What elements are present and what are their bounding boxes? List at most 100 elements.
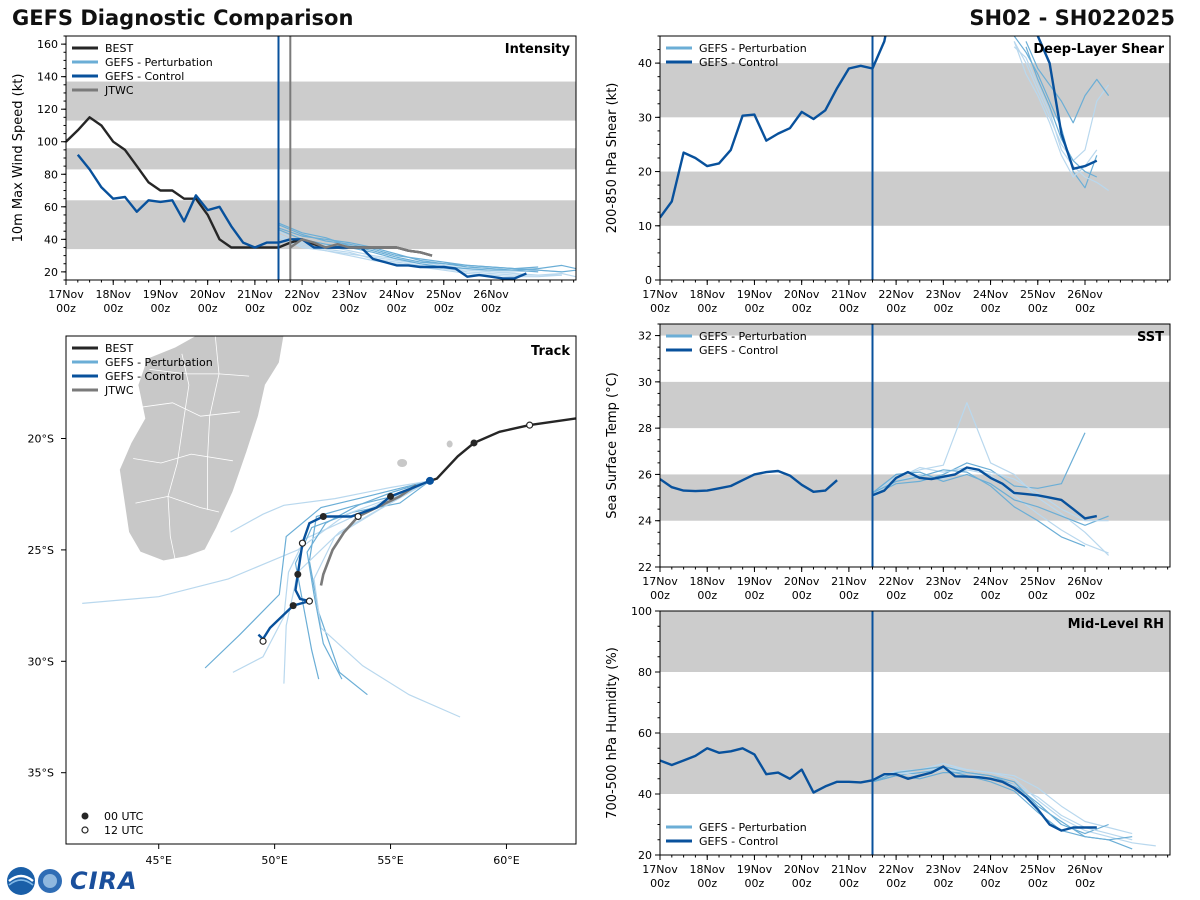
x-tick-label: 20Nov [190,288,226,301]
chart-track: 45°E 50°E 55°E 60°E 20°S 25°S 30°S 35°S Track BES… [28,335,577,867]
shaded-band [660,171,1170,226]
y-axis-label: 10m Max Wind Speed (kt) [11,74,26,243]
x-tick-label: 26Nov [1067,288,1103,301]
legend-label: GEFS - Control [699,835,778,848]
shaded-band [66,81,576,121]
perturbation-track [308,480,431,696]
track-point-12utc [526,421,534,429]
perturbation-line [278,229,539,273]
lat-tick-label: 30°S [28,655,54,668]
x-tick-label: 25Nov [1020,863,1056,876]
x-tick-label: 25Nov [1020,288,1056,301]
x-tick-label: 26Nov [1067,575,1103,588]
x-tick-label: 23Nov [926,288,962,301]
legend-label: GEFS - Perturbation [699,821,807,834]
x-tick-label: 26Nov [473,288,509,301]
x-tick-label: 00z [1028,877,1048,890]
chart-intensity: 2040608010012014016017Nov00z18Nov00z19No… [11,35,577,315]
x-tick-label: 00z [886,302,906,315]
y-tick-label: 160 [37,38,58,51]
x-tick-label: 00z [151,302,171,315]
x-tick-label: 22Nov [284,288,320,301]
y-tick-label: 26 [638,468,652,481]
y-axis-label: 700-500 hPa Humidity (%) [605,647,620,819]
perturbation-line [1013,41,1098,178]
x-tick-label: 00z [1075,302,1095,315]
x-tick-label: 00z [839,302,859,315]
perturbation-line [872,765,1133,841]
y-tick-label: 22 [638,561,652,574]
x-tick-label: 00z [886,589,906,602]
landmass-mauritius [446,440,453,448]
x-tick-label: 21Nov [831,288,867,301]
x-tick-label: 00z [886,877,906,890]
panel-title: Deep-Layer Shear [1033,42,1164,57]
x-tick-label: 17Nov [642,575,678,588]
initial-position-marker [425,476,434,485]
x-tick-label: 19Nov [737,575,773,588]
y-tick-label: 20 [638,166,652,179]
legend-label: GEFS - Perturbation [105,56,213,69]
chart-shear: 01020304017Nov00z18Nov00z19Nov00z20Nov00… [605,35,1171,315]
y-tick-label: 140 [37,71,58,84]
x-tick-label: 00z [792,589,812,602]
y-tick-label: 80 [638,666,652,679]
y-tick-label: 80 [44,168,58,181]
lon-tick-label: 45°E [146,854,172,867]
shaded-band [66,148,576,170]
x-tick-label: 19Nov [737,863,773,876]
perturbation-line [278,224,576,273]
storm-id: SH02 - SH022025 [969,6,1175,30]
x-tick-label: 00z [56,302,76,315]
legend-label: GEFS - Control [105,70,184,83]
x-tick-label: 19Nov [737,288,773,301]
x-tick-label: 18Nov [689,863,725,876]
x-tick-label: 00z [745,302,765,315]
y-tick-label: 100 [37,136,58,149]
region-border [135,495,220,513]
x-tick-label: 00z [339,302,359,315]
perturbation-line [872,469,1109,554]
y-tick-label: 24 [638,515,652,528]
region-border [133,453,233,464]
control-track [257,479,431,641]
x-tick-label: 00z [981,877,1001,890]
y-tick-label: 60 [44,201,58,214]
perturbation-line [872,432,1086,496]
panel-title: Track [531,344,570,359]
x-tick-label: 00z [981,589,1001,602]
track-point-00utc [294,570,302,578]
perturbation-track [306,480,431,680]
perturbation-line [1025,41,1110,124]
legend-label: 00 UTC [104,810,144,823]
x-tick-label: 18Nov [689,575,725,588]
x-tick-label: 21Nov [831,863,867,876]
legend-label: BEST [105,342,133,355]
y-tick-label: 30 [638,376,652,389]
x-tick-label: 24Nov [973,575,1009,588]
region-border [149,369,250,377]
y-tick-label: 40 [44,233,58,246]
x-tick-label: 00z [103,302,123,315]
legend-label: GEFS - Perturbation [699,330,807,343]
track-point-12utc [354,512,362,521]
plot-area [660,324,1170,556]
panel-title: Intensity [505,42,571,57]
x-tick-label: 00z [1075,589,1095,602]
x-tick-label: 25Nov [426,288,462,301]
perturbation-track [204,480,431,669]
x-tick-label: 00z [198,302,218,315]
region-border [140,402,240,417]
x-tick-label: 26Nov [1067,863,1103,876]
x-tick-label: 18Nov [689,288,725,301]
track-point-00utc [319,512,327,520]
y-tick-label: 32 [638,330,652,343]
globe-icon [7,867,62,895]
axes-frame [65,335,577,845]
lon-tick-label: 50°E [261,854,287,867]
x-tick-label: 00z [792,302,812,315]
x-tick-label: 00z [481,302,501,315]
panel-title: Mid-Level RH [1068,617,1164,632]
x-tick-label: 00z [839,589,859,602]
